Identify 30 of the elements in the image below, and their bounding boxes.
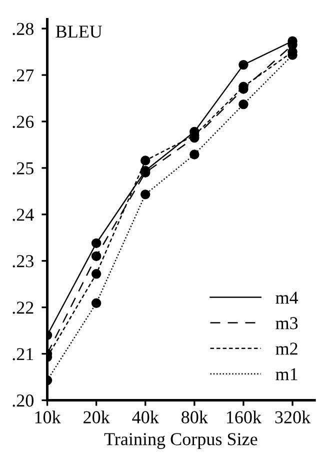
point [140,190,150,200]
y-tick-label: .20 [12,394,34,407]
legend-label: m4 [276,292,298,304]
point [91,298,102,308]
x-tick-label: 80k [182,410,208,424]
y-tick-label: .26 [12,116,34,128]
y-tick-label: .23 [12,255,34,268]
legend-label: m3 [276,317,298,330]
y-tick-label: .22 [12,302,34,314]
y-tick-label: .25 [12,162,34,174]
point [238,99,248,110]
y-tick-label: .24 [12,208,34,221]
x-axis-title: Training Corpus Size [104,433,258,449]
legend-label: m1 [276,368,298,380]
x-tick-label: 160k [227,410,262,424]
y-axis-title: BLEU [56,26,102,38]
legend-label: m2 [276,342,298,355]
point [238,60,248,70]
x-tick-label: 20k [84,410,110,424]
x-tick-label: 40k [132,410,159,424]
x-tick-label: 10k [35,410,61,424]
y-tick-label: .28 [12,22,34,36]
y-tick-label: .27 [12,69,34,82]
point [91,269,102,279]
x-tick-label: 320k [275,410,311,424]
point [91,238,102,248]
y-tick-label: .21 [12,348,34,360]
point [140,156,150,166]
point [91,251,102,262]
point [190,150,200,160]
